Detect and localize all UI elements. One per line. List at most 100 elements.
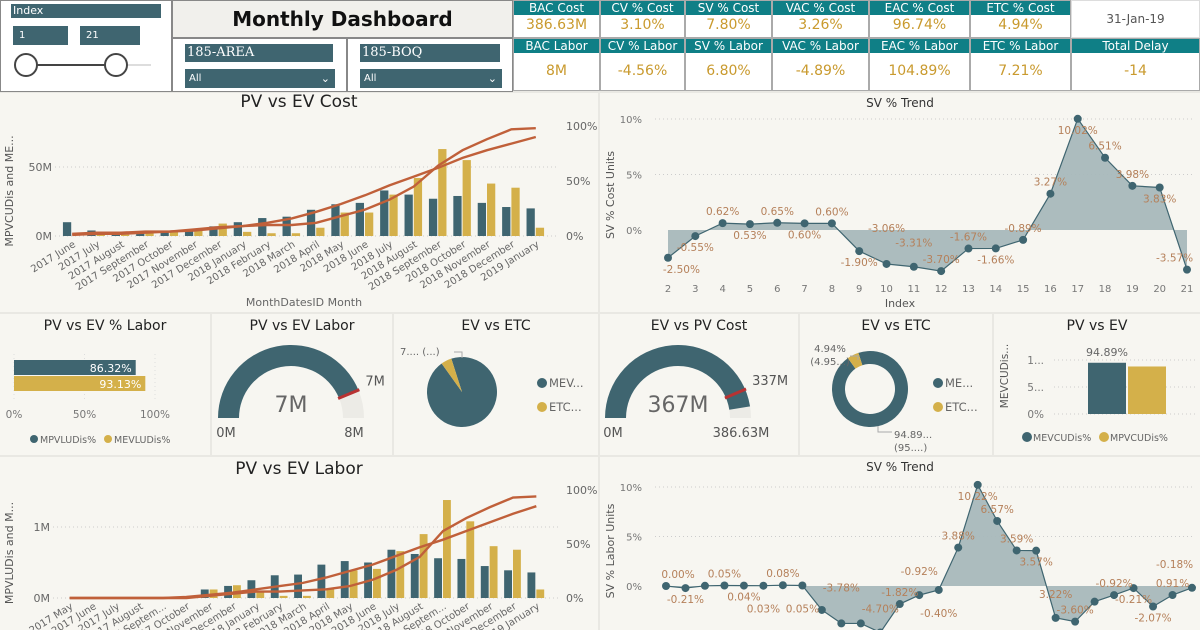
kpi-value: 104.89% bbox=[888, 63, 951, 79]
legend-marker bbox=[104, 435, 112, 443]
area-slicer-label: 185-AREA bbox=[185, 44, 333, 62]
sv-point bbox=[1073, 114, 1082, 123]
kpi-label: ETC % Labor bbox=[971, 39, 1070, 53]
index-min-input[interactable]: 1 bbox=[13, 26, 68, 45]
etc-slice bbox=[441, 358, 462, 392]
gauge-min-label: 0M bbox=[603, 426, 623, 441]
ev-bar bbox=[466, 521, 475, 598]
sv-point bbox=[720, 581, 729, 590]
legend-marker bbox=[537, 402, 547, 412]
boq-dropdown[interactable]: All ⌄ bbox=[360, 69, 502, 88]
sv-point bbox=[1155, 183, 1164, 192]
pv-bar bbox=[504, 570, 512, 598]
chart-title: PV vs EV bbox=[1067, 318, 1128, 334]
kpi-card: VAC % Labor -4.89% bbox=[772, 38, 869, 91]
sv-data-label: 10.02% bbox=[1058, 125, 1098, 137]
kpi-value: 96.74% bbox=[892, 17, 947, 33]
x-tick-label: 2 bbox=[665, 284, 671, 295]
sv-point bbox=[882, 259, 891, 268]
ev-bar bbox=[443, 500, 451, 598]
kpi-label: Total Delay bbox=[1072, 39, 1199, 53]
sv-point bbox=[745, 220, 754, 229]
sv-point bbox=[739, 581, 748, 590]
x-tick-label: 0% bbox=[6, 409, 23, 421]
sv-data-label: 0.60% bbox=[815, 206, 848, 218]
y-tick-label: 10% bbox=[620, 115, 642, 126]
pv-bar bbox=[200, 589, 209, 598]
sv-data-label: -3.57% bbox=[1156, 253, 1193, 265]
report-date: 31-Jan-19 bbox=[1071, 0, 1200, 38]
pv-bar bbox=[294, 574, 302, 598]
y2-tick-label: 100% bbox=[566, 484, 597, 497]
boq-slicer-label: 185-BOQ bbox=[360, 44, 500, 62]
sv-data-label: 3.57% bbox=[1019, 557, 1052, 569]
sv-data-label: -0.40% bbox=[920, 608, 957, 620]
x-axis-title: Index bbox=[885, 297, 916, 310]
sv-point bbox=[837, 619, 846, 628]
sv-point bbox=[1110, 591, 1119, 600]
ev-bar bbox=[279, 595, 288, 598]
sv-point bbox=[895, 600, 904, 609]
sv-data-label: 6.57% bbox=[981, 504, 1014, 516]
gauge-max-label: 386.63M bbox=[713, 426, 770, 441]
index-slicer-label: Index bbox=[11, 4, 161, 18]
sv-point bbox=[798, 581, 807, 590]
sv-point bbox=[1046, 189, 1055, 198]
cumulative-pv-line bbox=[69, 505, 537, 600]
sv-point bbox=[1051, 613, 1060, 622]
pv-bar bbox=[160, 231, 169, 236]
sv-point bbox=[937, 267, 946, 276]
kpi-label: EAC % Cost bbox=[870, 1, 969, 15]
ev-bar bbox=[389, 194, 398, 236]
area-dropdown[interactable]: All ⌄ bbox=[185, 69, 335, 88]
pv-bar bbox=[317, 564, 326, 598]
pv-vs-ev-panel: PV vs EV 0% 5... 1... MEVCUDis... 94.89% MEVCU… bbox=[994, 314, 1200, 455]
sv-point bbox=[856, 619, 865, 628]
sv-data-label: -3.78% bbox=[823, 582, 860, 594]
sv-data-label: 0.04% bbox=[727, 592, 760, 604]
pv-bar bbox=[331, 204, 340, 236]
chevron-down-icon: ⌄ bbox=[320, 72, 330, 85]
sv-data-label: 3.22% bbox=[1039, 589, 1072, 601]
y-tick-label: 1... bbox=[1027, 355, 1044, 367]
legend-label: MPVLUDis% bbox=[40, 435, 96, 446]
sv-data-label: 0.03% bbox=[747, 604, 780, 616]
chart-title: SV % Trend bbox=[866, 460, 934, 474]
pv-bar bbox=[355, 202, 364, 236]
gauge-value: 367M bbox=[648, 393, 709, 418]
kpi-value: 4.94% bbox=[998, 17, 1043, 33]
pv-bar bbox=[380, 190, 389, 236]
kpi-value: -4.89% bbox=[795, 63, 846, 79]
pv-bar bbox=[457, 558, 466, 598]
donut-data-label: 94.89... bbox=[894, 430, 932, 441]
ev-bar bbox=[511, 187, 520, 236]
index-slider-min-handle[interactable] bbox=[14, 53, 38, 77]
leader-line bbox=[454, 351, 463, 358]
pv-ev-labor-panel: PV vs EV Labor 0M 1M 0% 50% 100% MPVLUDis and … bbox=[0, 457, 598, 630]
donut-data-sublabel: (4.95...) bbox=[810, 357, 850, 368]
kpi-value: 7.80% bbox=[706, 17, 751, 33]
pv-bar bbox=[477, 202, 486, 236]
pie-data-label: 7.... (...) bbox=[400, 347, 440, 358]
sv-point bbox=[934, 585, 943, 594]
kpi-value: -14 bbox=[1124, 63, 1147, 79]
legend-label: ETC... bbox=[549, 400, 582, 414]
chart-title: EV vs ETC bbox=[861, 318, 930, 334]
x-tick-label: 12 bbox=[935, 284, 948, 295]
sv-data-label: -4.70% bbox=[862, 604, 899, 616]
mpv-bar bbox=[1128, 366, 1166, 414]
ev-bar bbox=[291, 233, 301, 236]
kpi-value: -4.56% bbox=[617, 63, 668, 79]
legend-marker bbox=[933, 378, 943, 388]
y-tick-label: 0% bbox=[626, 226, 642, 237]
x-tick-label: 17 bbox=[1071, 284, 1084, 295]
ev-bar bbox=[419, 534, 428, 598]
sv-data-label: -0.92% bbox=[901, 566, 938, 578]
legend-label: ETC... bbox=[945, 400, 978, 414]
pv-bar bbox=[282, 216, 291, 236]
index-max-input[interactable]: 21 bbox=[80, 26, 140, 45]
sv-data-label: -0.92% bbox=[1095, 578, 1132, 590]
sv-data-label: -1.82% bbox=[881, 587, 918, 599]
index-slider-max-handle[interactable] bbox=[104, 53, 128, 77]
sv-point bbox=[915, 591, 924, 600]
